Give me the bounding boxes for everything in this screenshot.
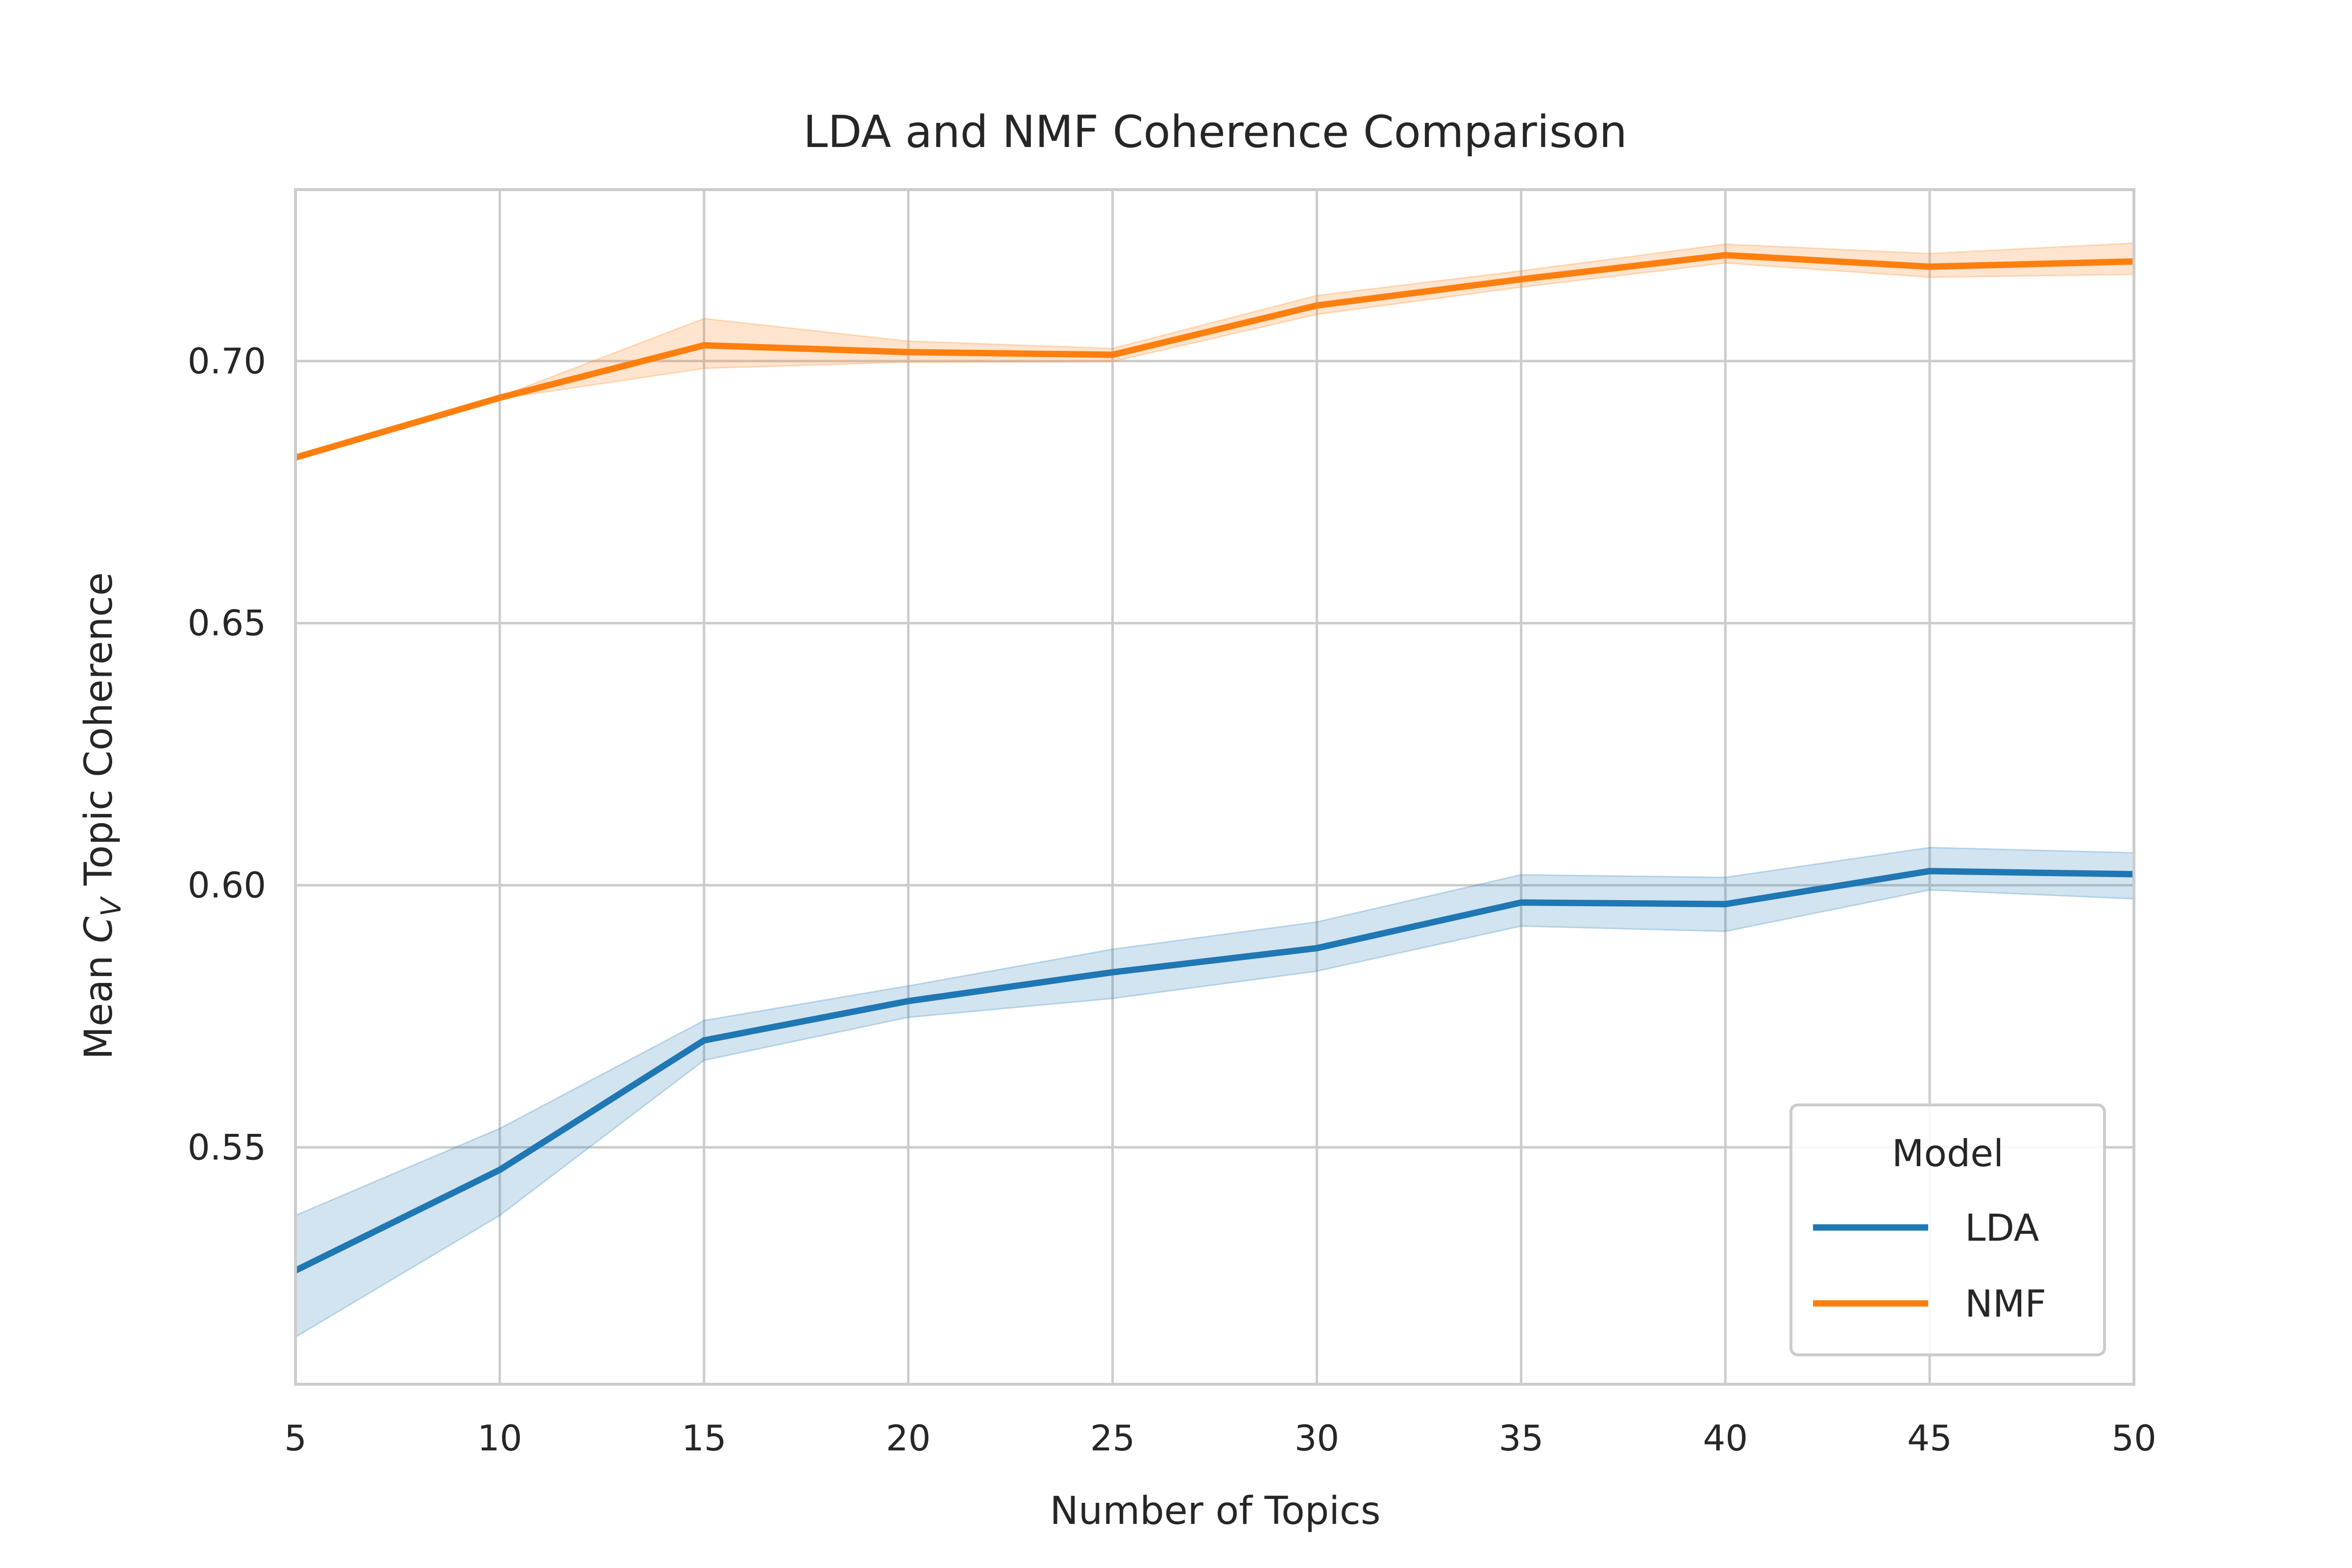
- series-lines: [294, 252, 2134, 1274]
- x-tick-label: 20: [886, 1418, 931, 1459]
- y-tick-label: 0.55: [188, 1127, 266, 1168]
- legend-title: Model: [1892, 1131, 2004, 1175]
- plot-frame: [294, 188, 2135, 1386]
- y-tick-label: 0.70: [188, 341, 266, 382]
- x-tick-label: 15: [682, 1418, 727, 1459]
- y-tick-label: 0.60: [188, 865, 266, 906]
- legend: Model LDA NMF: [1789, 1103, 2106, 1356]
- x-tick-label: 40: [1703, 1418, 1748, 1459]
- nmf-series-line: [294, 252, 2134, 461]
- x-axis-label: Number of Topics: [1050, 1489, 1381, 1533]
- x-tick-label: 45: [1907, 1418, 1952, 1459]
- x-tick-label: 50: [2111, 1418, 2156, 1459]
- y-tick-labels: 0.55 0.60 0.65 0.70: [188, 341, 266, 1168]
- x-tick-label: 30: [1295, 1418, 1340, 1459]
- x-tick-labels: 5 10 15 20 25 30 35 40 45 50: [284, 1418, 2156, 1459]
- legend-box: [1789, 1103, 2106, 1356]
- x-tick-label: 10: [477, 1418, 522, 1459]
- nmf-legend-label: NMF: [1965, 1282, 2046, 1325]
- y-axis-label-symbol: C: [77, 916, 121, 943]
- x-tick-label: 35: [1499, 1418, 1544, 1459]
- y-axis-label-prefix: Mean: [77, 943, 121, 1059]
- x-tick-label: 25: [1090, 1418, 1135, 1459]
- y-axis-label: Mean CV Topic Coherence: [77, 572, 127, 1059]
- x-tick-label: 5: [284, 1418, 307, 1459]
- lda-series-line: [294, 868, 2134, 1274]
- y-axis-label-subscript: V: [96, 896, 127, 916]
- lda-legend-label: LDA: [1965, 1206, 2039, 1250]
- y-axis-label-suffix: Topic Coherence: [77, 572, 121, 898]
- chart-title: LDA and NMF Coherence Comparison: [803, 106, 1627, 158]
- y-tick-label: 0.65: [188, 603, 266, 644]
